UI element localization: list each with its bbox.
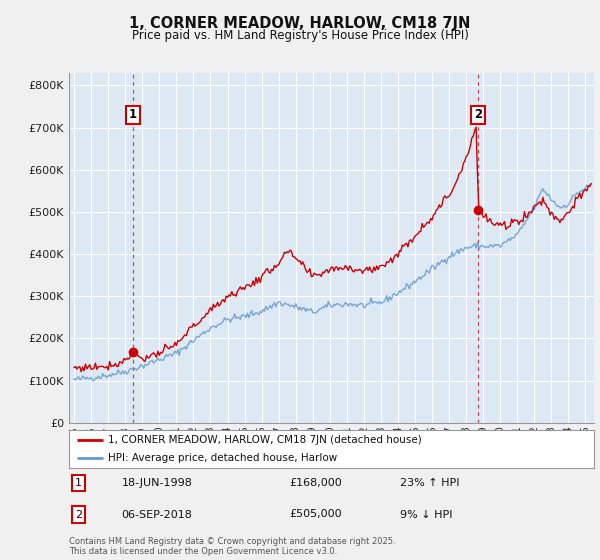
Text: HPI: Average price, detached house, Harlow: HPI: Average price, detached house, Harl… (109, 453, 338, 463)
Text: 1: 1 (75, 478, 82, 488)
Text: 1: 1 (129, 109, 137, 122)
Text: Contains HM Land Registry data © Crown copyright and database right 2025.
This d: Contains HM Land Registry data © Crown c… (69, 536, 395, 556)
Text: 9% ↓ HPI: 9% ↓ HPI (400, 510, 452, 520)
Text: 18-JUN-1998: 18-JUN-1998 (121, 478, 193, 488)
Text: £168,000: £168,000 (290, 478, 342, 488)
Text: 2: 2 (75, 510, 82, 520)
Text: 1, CORNER MEADOW, HARLOW, CM18 7JN (detached house): 1, CORNER MEADOW, HARLOW, CM18 7JN (deta… (109, 435, 422, 445)
Text: 2: 2 (473, 109, 482, 122)
Text: 06-SEP-2018: 06-SEP-2018 (121, 510, 193, 520)
Text: Price paid vs. HM Land Registry's House Price Index (HPI): Price paid vs. HM Land Registry's House … (131, 29, 469, 42)
Text: £505,000: £505,000 (290, 510, 342, 520)
Text: 1, CORNER MEADOW, HARLOW, CM18 7JN: 1, CORNER MEADOW, HARLOW, CM18 7JN (130, 16, 470, 31)
Text: 23% ↑ HPI: 23% ↑ HPI (400, 478, 459, 488)
